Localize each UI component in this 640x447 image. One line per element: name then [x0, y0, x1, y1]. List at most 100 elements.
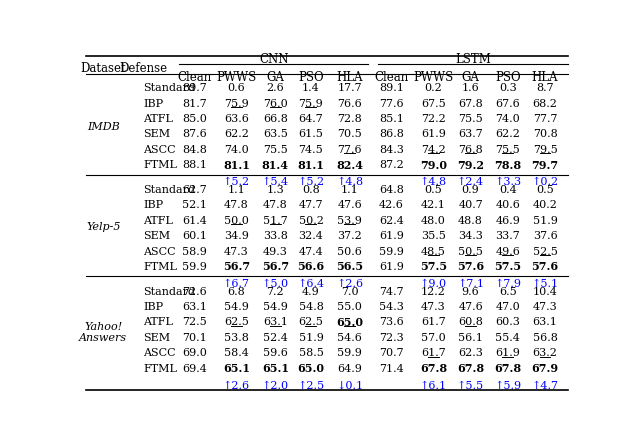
Text: ↑5.5: ↑5.5 — [457, 380, 484, 391]
Text: 70.5: 70.5 — [337, 130, 362, 139]
Text: 72.2: 72.2 — [421, 114, 446, 124]
Text: ↑5.2: ↑5.2 — [298, 177, 324, 187]
Text: 64.8: 64.8 — [379, 185, 404, 195]
Text: 7.2: 7.2 — [266, 287, 284, 296]
Text: ↑5.2: ↑5.2 — [223, 177, 250, 187]
Text: 40.7: 40.7 — [458, 200, 483, 211]
Text: 42.6: 42.6 — [379, 200, 404, 211]
Text: 64.9: 64.9 — [337, 363, 362, 374]
Text: 57.6: 57.6 — [457, 261, 484, 272]
Text: ↑5.4: ↑5.4 — [262, 177, 289, 187]
Text: 76.8: 76.8 — [458, 145, 483, 155]
Text: 6.5: 6.5 — [499, 287, 516, 296]
Text: 65.1: 65.1 — [223, 363, 250, 374]
Text: 71.4: 71.4 — [379, 363, 404, 374]
Text: IBP: IBP — [143, 302, 164, 312]
Text: 47.3: 47.3 — [532, 302, 557, 312]
Text: 51.7: 51.7 — [263, 216, 287, 226]
Text: 65.0: 65.0 — [298, 363, 324, 374]
Text: 51.9: 51.9 — [532, 216, 557, 226]
Text: 61.9: 61.9 — [379, 262, 404, 272]
Text: 56.8: 56.8 — [532, 333, 557, 343]
Text: HLA: HLA — [532, 71, 558, 84]
Text: HLA: HLA — [337, 71, 363, 84]
Text: 55.0: 55.0 — [337, 302, 362, 312]
Text: 61.5: 61.5 — [298, 130, 323, 139]
Text: FTML: FTML — [143, 363, 177, 374]
Text: 62.5: 62.5 — [224, 317, 249, 327]
Text: ↑5.0: ↑5.0 — [262, 279, 289, 289]
Text: 0.5: 0.5 — [536, 185, 554, 195]
Text: 58.5: 58.5 — [298, 348, 323, 358]
Text: 52.4: 52.4 — [263, 333, 288, 343]
Text: 10.4: 10.4 — [532, 287, 557, 296]
Text: 50.2: 50.2 — [298, 216, 323, 226]
Text: Dataset: Dataset — [81, 62, 126, 75]
Text: 0.5: 0.5 — [424, 185, 442, 195]
Text: 6.8: 6.8 — [228, 287, 245, 296]
Text: 32.4: 32.4 — [298, 231, 323, 241]
Text: 67.8: 67.8 — [458, 99, 483, 109]
Text: 48.5: 48.5 — [421, 247, 446, 257]
Text: 17.7: 17.7 — [337, 83, 362, 93]
Text: 77.6: 77.6 — [380, 99, 404, 109]
Text: 62.2: 62.2 — [224, 130, 249, 139]
Text: 81.1: 81.1 — [223, 160, 250, 171]
Text: 73.6: 73.6 — [379, 317, 404, 327]
Text: 52.5: 52.5 — [532, 247, 557, 257]
Text: 51.9: 51.9 — [298, 333, 323, 343]
Text: GA: GA — [461, 71, 479, 84]
Text: ↑4.7: ↑4.7 — [531, 380, 559, 391]
Text: 62.3: 62.3 — [458, 348, 483, 358]
Text: 67.5: 67.5 — [421, 99, 446, 109]
Text: 63.1: 63.1 — [532, 317, 557, 327]
Text: ↑6.4: ↑6.4 — [298, 279, 324, 289]
Text: 63.1: 63.1 — [182, 302, 207, 312]
Text: ↑4.8: ↑4.8 — [336, 177, 364, 187]
Text: 54.9: 54.9 — [224, 302, 249, 312]
Text: GA: GA — [266, 71, 284, 84]
Text: 34.3: 34.3 — [458, 231, 483, 241]
Text: 54.6: 54.6 — [337, 333, 362, 343]
Text: 82.4: 82.4 — [336, 160, 364, 171]
Text: 53.9: 53.9 — [337, 216, 362, 226]
Text: 76.0: 76.0 — [263, 99, 287, 109]
Text: 9.6: 9.6 — [461, 287, 479, 296]
Text: 72.8: 72.8 — [337, 114, 362, 124]
Text: 70.8: 70.8 — [532, 130, 557, 139]
Text: Clean: Clean — [177, 71, 212, 84]
Text: ↑6.1: ↑6.1 — [420, 380, 447, 391]
Text: 63.6: 63.6 — [224, 114, 249, 124]
Text: 35.5: 35.5 — [421, 231, 446, 241]
Text: 68.2: 68.2 — [532, 99, 557, 109]
Text: 1.3: 1.3 — [266, 185, 284, 195]
Text: ↑5.1: ↑5.1 — [531, 279, 559, 289]
Text: ↑5.9: ↑5.9 — [494, 380, 522, 391]
Text: 89.7: 89.7 — [182, 83, 207, 93]
Text: 86.8: 86.8 — [379, 130, 404, 139]
Text: IBP: IBP — [143, 99, 164, 109]
Text: 57.0: 57.0 — [421, 333, 446, 343]
Text: 37.2: 37.2 — [337, 231, 362, 241]
Text: 0.3: 0.3 — [499, 83, 516, 93]
Text: 63.1: 63.1 — [263, 317, 288, 327]
Text: 81.1: 81.1 — [298, 160, 324, 171]
Text: 0.8: 0.8 — [302, 185, 320, 195]
Text: 59.9: 59.9 — [337, 348, 362, 358]
Text: 61.4: 61.4 — [182, 216, 207, 226]
Text: ↑2.0: ↑2.0 — [262, 380, 289, 391]
Text: 47.6: 47.6 — [337, 200, 362, 211]
Text: 46.9: 46.9 — [495, 216, 520, 226]
Text: 52.1: 52.1 — [182, 200, 207, 211]
Text: PWWS: PWWS — [216, 71, 257, 84]
Text: 63.5: 63.5 — [263, 130, 288, 139]
Text: 63.7: 63.7 — [458, 130, 483, 139]
Text: 74.2: 74.2 — [421, 145, 446, 155]
Text: 54.8: 54.8 — [298, 302, 323, 312]
Text: 62.5: 62.5 — [298, 317, 323, 327]
Text: 87.6: 87.6 — [182, 130, 207, 139]
Text: 56.1: 56.1 — [458, 333, 483, 343]
Text: 75.9: 75.9 — [299, 99, 323, 109]
Text: IMDB: IMDB — [87, 122, 120, 132]
Text: 74.0: 74.0 — [224, 145, 249, 155]
